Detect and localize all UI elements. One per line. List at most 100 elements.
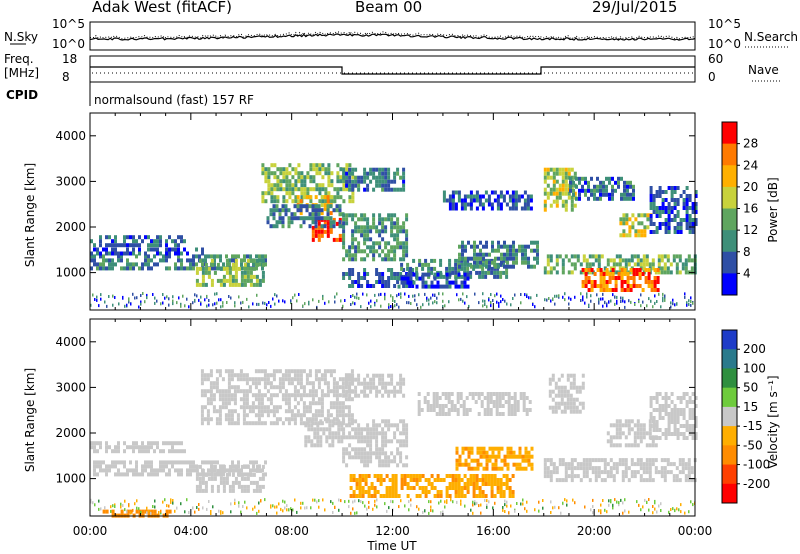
power-cell-17 xyxy=(593,272,597,276)
power-cell-6 xyxy=(332,217,336,222)
power-near-range-speck xyxy=(652,305,654,309)
velocity-cell-3 xyxy=(257,397,261,402)
velocity-cell-5 xyxy=(378,431,382,436)
velocity-near-range-speck xyxy=(98,499,100,503)
velocity-cell-10 xyxy=(687,478,691,483)
power-cell-17 xyxy=(584,280,588,284)
velocity-cell-10 xyxy=(636,462,640,467)
power-cell-4 xyxy=(327,175,331,180)
power-near-range-speck xyxy=(408,301,410,305)
velocity-cell-5 xyxy=(399,455,403,460)
velocity-cell-5 xyxy=(360,439,364,444)
power-near-range-speck xyxy=(414,298,416,302)
time-xtick-label: 16:00 xyxy=(476,524,511,538)
velocity-cell-1 xyxy=(150,460,153,465)
power-near-range-speck xyxy=(550,299,552,303)
velocity-cell-3 xyxy=(344,385,348,390)
power-cell-13 xyxy=(445,272,449,277)
power-cell-9 xyxy=(351,241,355,246)
velocity-cell-9 xyxy=(519,396,523,400)
power-cell-11 xyxy=(499,274,503,279)
power-cell-12 xyxy=(491,244,494,249)
power-cell-11 xyxy=(460,262,464,267)
velocity-cell-9 xyxy=(516,404,520,408)
power-colorbar-swatch xyxy=(722,143,737,166)
power-cell-4 xyxy=(330,199,334,204)
velocity-cell-7 xyxy=(406,482,410,486)
velocity-cell-5 xyxy=(363,455,367,460)
velocity-cell-5 xyxy=(402,439,406,444)
power-cell-7 xyxy=(326,212,330,217)
power-cell-11 xyxy=(478,270,482,275)
power-cell-17 xyxy=(620,288,624,292)
velocity-cell-7 xyxy=(457,482,461,486)
power-cell-11 xyxy=(415,266,419,271)
velocity-cell-7 xyxy=(424,478,428,482)
velocity-cell-13 xyxy=(658,416,662,420)
power-cell-16 xyxy=(672,258,676,263)
velocity-cell-9 xyxy=(528,400,532,404)
velocity-cell-7 xyxy=(472,478,476,482)
power-cell-14 xyxy=(475,198,479,203)
velocity-near-range-speck xyxy=(424,509,426,513)
power-cell-15 xyxy=(543,191,547,196)
velocity-cell-5 xyxy=(375,455,379,460)
velocity-near-range-speck xyxy=(430,508,432,512)
power-cell-10 xyxy=(363,272,367,276)
power-cell-12 xyxy=(488,260,491,265)
power-near-range-speck xyxy=(256,293,258,297)
power-cell-9 xyxy=(351,253,355,258)
velocity-near-range-speck xyxy=(140,510,142,514)
velocity-cell-3 xyxy=(245,413,249,418)
power-near-range-speck xyxy=(556,294,558,298)
velocity-cell-9 xyxy=(435,396,439,400)
velocity-cell-7 xyxy=(484,478,488,482)
power-cell-8 xyxy=(393,175,397,180)
power-near-range-speck xyxy=(108,295,110,298)
velocity-cell-10 xyxy=(555,470,559,475)
velocity-cell-13 xyxy=(685,392,689,396)
velocity-cell-6 xyxy=(354,393,358,398)
velocity-cell-3 xyxy=(272,377,276,382)
velocity-cell-3 xyxy=(302,401,306,406)
velocity-near-range-speck xyxy=(132,508,134,512)
power-cell-4 xyxy=(339,179,343,184)
velocity-cell-5 xyxy=(378,463,382,468)
power-near-range-speck xyxy=(520,301,522,305)
velocity-cell-12 xyxy=(606,431,610,436)
velocity-cell-3 xyxy=(269,401,273,406)
velocity-cell-10 xyxy=(564,474,568,479)
velocity-cell-7 xyxy=(394,486,398,490)
velocity-cell-9 xyxy=(477,412,481,416)
velocity-cell-3 xyxy=(272,413,276,418)
velocity-cell-5 xyxy=(366,443,370,448)
velocity-cell-3 xyxy=(269,397,273,402)
power-cell-9 xyxy=(399,245,403,250)
power-cell-10 xyxy=(357,284,361,288)
velocity-cell-5 xyxy=(381,459,385,464)
power-cell-0 xyxy=(108,243,111,248)
power-cell-17 xyxy=(599,288,603,292)
power-cell-8 xyxy=(375,183,379,188)
power-cell-13 xyxy=(460,284,464,289)
velocity-cell-3 xyxy=(305,377,309,382)
velocity-cell-8 xyxy=(530,446,534,451)
velocity-cell-11 xyxy=(560,401,564,406)
velocity-near-range-speck xyxy=(506,504,508,508)
velocity-cell-6 xyxy=(402,393,406,398)
velocity-near-range-speck xyxy=(234,498,236,502)
velocity-cell-2 xyxy=(195,488,199,493)
power-cell-1 xyxy=(102,266,105,271)
power-cell-10 xyxy=(381,280,385,284)
velocity-near-range-speck xyxy=(400,499,402,503)
velocity-cell-2 xyxy=(237,468,241,473)
power-cell-17 xyxy=(605,288,609,292)
power-cell-1 xyxy=(111,266,114,271)
velocity-cell-11 xyxy=(563,401,567,406)
power-cell-0 xyxy=(147,235,150,240)
power-near-range-speck xyxy=(144,300,146,304)
power-cell-6 xyxy=(326,221,330,226)
power-cell-17 xyxy=(638,268,642,272)
velocity-near-range-speck xyxy=(160,509,162,513)
power-cell-17 xyxy=(605,280,609,284)
